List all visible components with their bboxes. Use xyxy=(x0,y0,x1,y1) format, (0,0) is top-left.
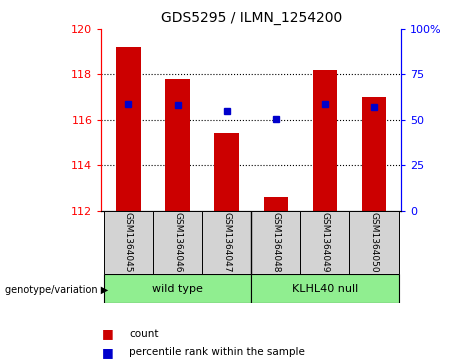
Bar xyxy=(104,274,251,303)
Bar xyxy=(165,79,190,211)
Text: GSM1364046: GSM1364046 xyxy=(173,212,182,273)
Bar xyxy=(251,274,399,303)
Bar xyxy=(251,211,301,274)
Text: ■: ■ xyxy=(101,346,113,359)
Text: GSM1364047: GSM1364047 xyxy=(222,212,231,273)
Bar xyxy=(116,47,141,211)
Bar xyxy=(104,211,153,274)
Title: GDS5295 / ILMN_1254200: GDS5295 / ILMN_1254200 xyxy=(160,11,342,25)
Bar xyxy=(153,211,202,274)
Text: ■: ■ xyxy=(101,327,113,340)
Text: wild type: wild type xyxy=(152,284,203,294)
Bar xyxy=(264,197,288,211)
Text: GSM1364048: GSM1364048 xyxy=(272,212,280,273)
Bar xyxy=(313,70,337,211)
Bar xyxy=(362,97,386,211)
Text: GSM1364050: GSM1364050 xyxy=(370,212,378,273)
Text: KLHL40 null: KLHL40 null xyxy=(292,284,358,294)
Bar xyxy=(349,211,399,274)
Text: percentile rank within the sample: percentile rank within the sample xyxy=(129,347,305,357)
Bar xyxy=(202,211,251,274)
Bar xyxy=(301,211,349,274)
Text: genotype/variation ▶: genotype/variation ▶ xyxy=(5,285,108,295)
Text: GSM1364045: GSM1364045 xyxy=(124,212,133,273)
Bar xyxy=(214,133,239,211)
Text: GSM1364049: GSM1364049 xyxy=(320,212,330,273)
Text: count: count xyxy=(129,329,159,339)
